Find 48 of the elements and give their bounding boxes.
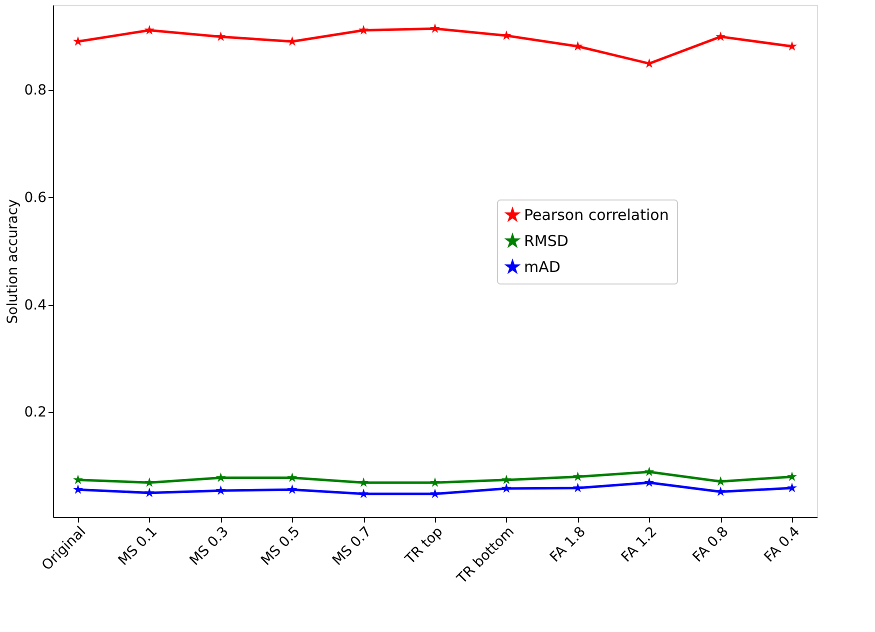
point (787, 471, 797, 481)
y-tick-label: 0.8 (24, 82, 46, 98)
point (430, 477, 440, 487)
point (430, 23, 440, 33)
point (216, 31, 226, 41)
point (572, 41, 583, 51)
x-tick-label: FA 1.2 (618, 524, 660, 566)
point (73, 36, 83, 46)
point (358, 477, 369, 487)
point (644, 466, 654, 476)
x-tick-label: MS 0.3 (186, 524, 232, 569)
x-tick-label: FA 1.8 (547, 524, 589, 566)
y-tick-label: 0.4 (24, 297, 47, 314)
x-tick-label: FA 0.8 (690, 524, 732, 566)
legend-label: RMSD (524, 232, 568, 250)
point (787, 41, 797, 51)
x-tick-label: MS 0.1 (115, 524, 160, 569)
point (287, 472, 298, 482)
point (358, 25, 369, 34)
legend-label: Pearson correlation (524, 206, 669, 224)
x-tick-label: MS 0.5 (258, 524, 304, 569)
point (644, 477, 654, 487)
point (287, 484, 298, 494)
y-tick-label: 0.2 (24, 404, 46, 421)
point (287, 36, 298, 46)
point (430, 488, 440, 498)
point (716, 31, 726, 41)
point (572, 471, 583, 481)
point (716, 476, 726, 486)
y-axis-title: Solution accuracy (5, 199, 22, 324)
x-tick-label: TR top (402, 524, 446, 568)
point (216, 485, 226, 495)
point (501, 474, 512, 484)
legend-label: mAD (524, 258, 560, 276)
x-tick-label: MS 0.7 (330, 524, 375, 569)
point (358, 488, 369, 498)
point (144, 477, 154, 487)
point (572, 482, 583, 492)
point (73, 474, 83, 484)
point (716, 486, 726, 496)
y-tick-label: 0.6 (24, 190, 47, 206)
point (216, 472, 226, 482)
point (501, 483, 512, 493)
x-tick-label: FA 0.4 (761, 524, 804, 566)
point (144, 488, 154, 498)
point (787, 482, 797, 492)
point (144, 25, 154, 34)
point (73, 484, 83, 494)
